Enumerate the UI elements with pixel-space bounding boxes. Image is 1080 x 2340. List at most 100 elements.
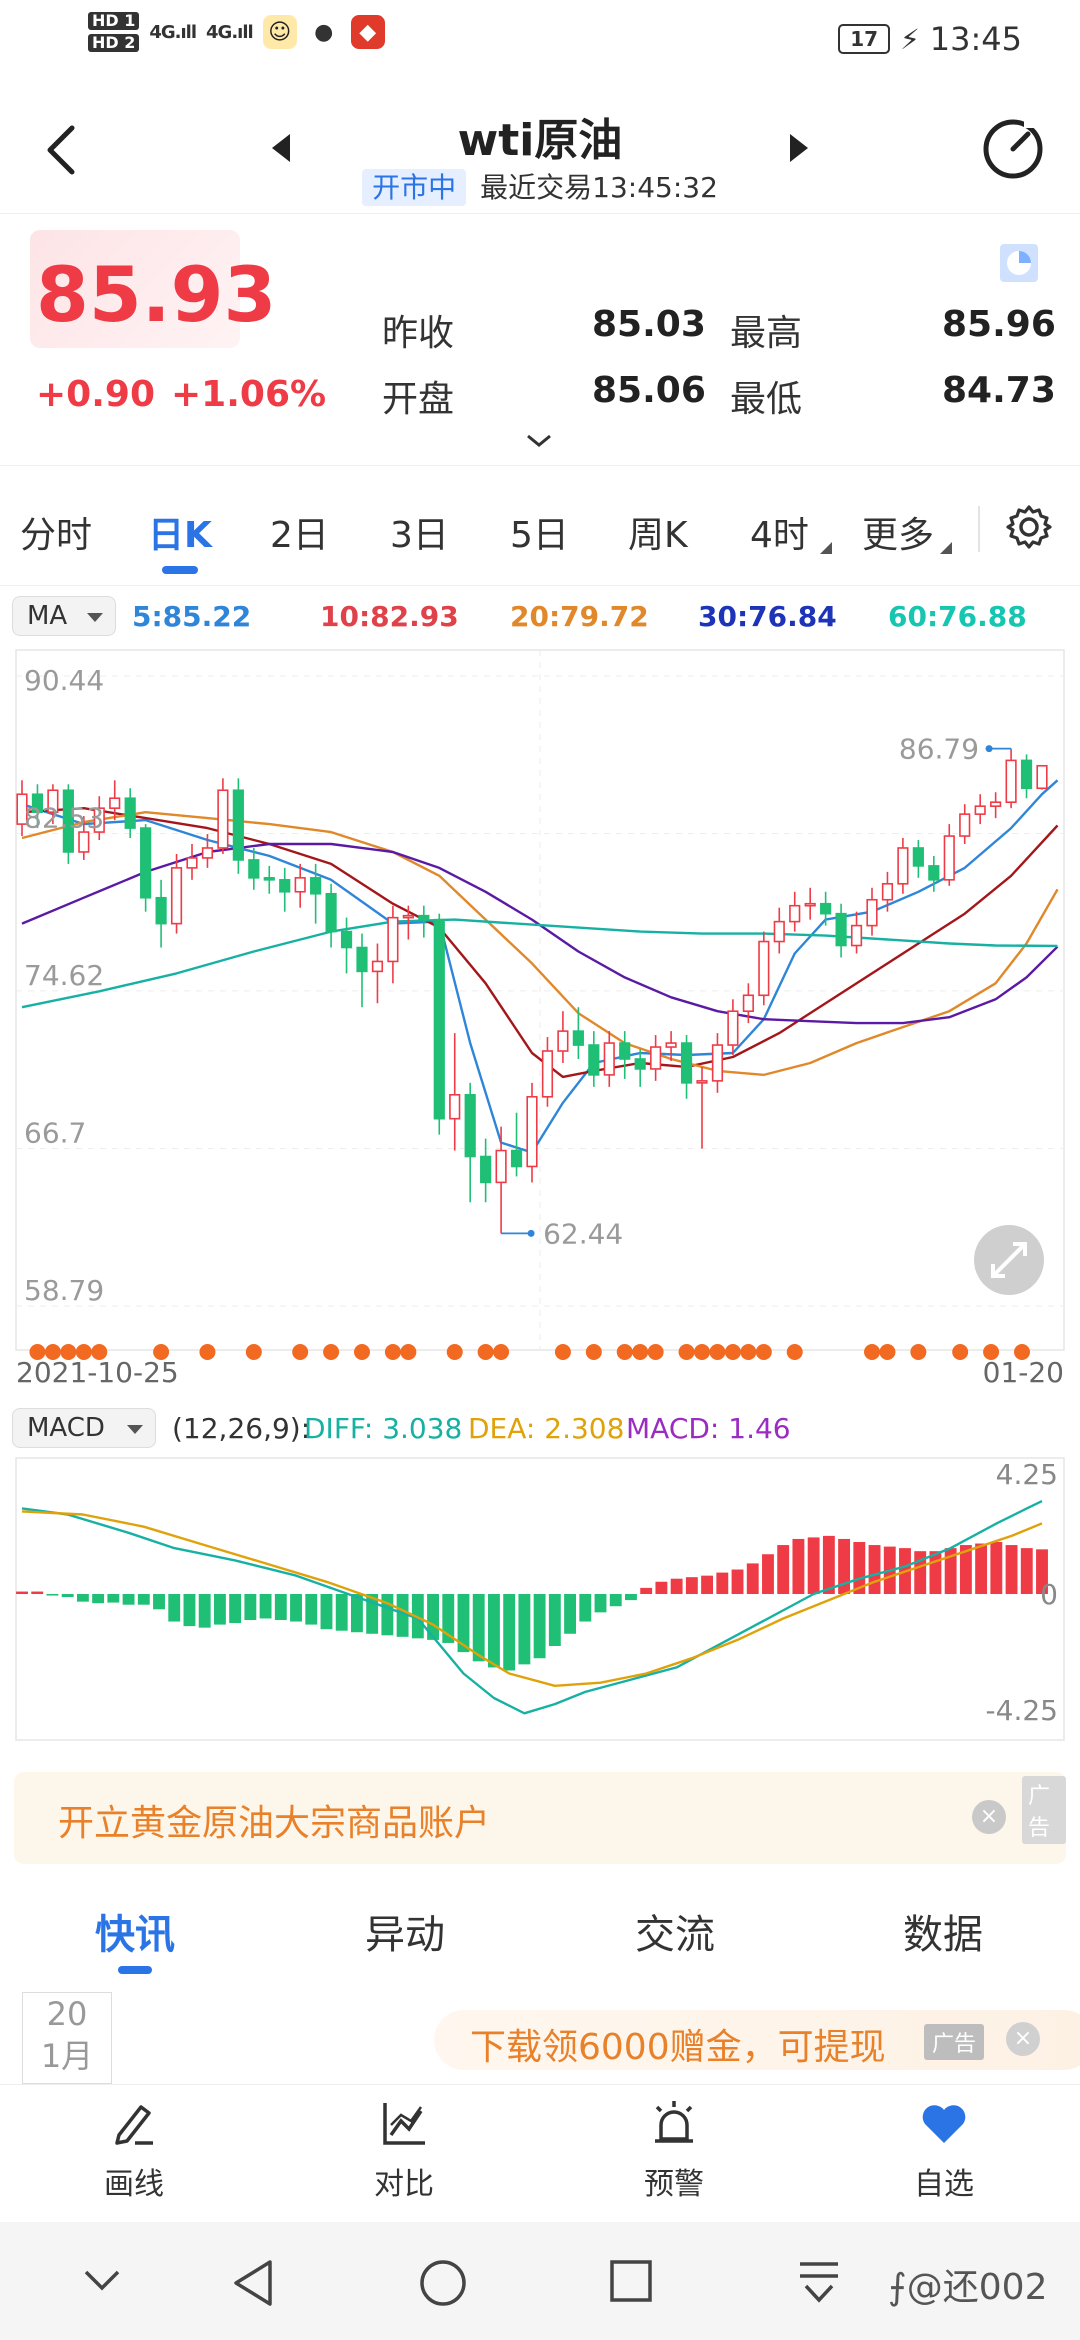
candle-body xyxy=(541,1050,554,1098)
notification-pull-icon[interactable] xyxy=(796,2258,842,2308)
macd-histogram-bar xyxy=(548,1594,561,1646)
event-marker[interactable] xyxy=(477,1344,494,1360)
macd-y-tick-label: 4.25 xyxy=(996,1458,1058,1491)
nav-home-icon[interactable] xyxy=(418,2258,468,2308)
macd-frame xyxy=(15,1457,1065,1741)
tab-4hour-dropdown-icon xyxy=(820,542,832,554)
promo-text[interactable]: 下载领6000赠金，可提现 xyxy=(470,2027,886,2068)
tab-weekly-k[interactable]: 周K xyxy=(628,515,688,556)
candle-body xyxy=(912,847,924,867)
tab-discussion[interactable]: 交流 xyxy=(635,1912,715,1958)
tab-2day[interactable]: 2日 xyxy=(270,515,329,556)
tab-flash-news[interactable]: 快讯 xyxy=(95,1912,175,1958)
event-marker[interactable] xyxy=(245,1344,262,1360)
event-marker[interactable] xyxy=(755,1344,772,1360)
event-marker[interactable] xyxy=(740,1344,757,1360)
tab-daily-k[interactable]: 日K xyxy=(148,515,212,556)
status-bar: HD 1 HD 2 4G.ıll 4G.ıll ☺ ● ◆ 17 ⚡ 13:45 xyxy=(0,0,1080,84)
high-value: 85.96 xyxy=(942,304,1056,345)
macd-histogram-bar xyxy=(122,1594,135,1605)
event-marker[interactable] xyxy=(616,1344,633,1360)
expand-details-icon[interactable] xyxy=(526,432,552,450)
event-marker[interactable] xyxy=(786,1344,803,1360)
pie-chart-icon[interactable] xyxy=(1000,244,1038,282)
macd-histogram-bar xyxy=(716,1572,729,1594)
candle-body xyxy=(510,1149,523,1168)
ma-indicator-select[interactable]: MA xyxy=(12,596,116,636)
prev-instrument-button[interactable] xyxy=(268,130,292,166)
candle xyxy=(680,1035,693,1099)
candle xyxy=(897,838,909,894)
promo-close-icon[interactable]: × xyxy=(1006,2022,1040,2056)
macd-params: (12,26,9): xyxy=(172,1412,311,1445)
candle xyxy=(835,903,847,958)
refresh-icon[interactable] xyxy=(978,114,1048,184)
event-marker[interactable] xyxy=(585,1344,602,1360)
macd-indicator-select[interactable]: macd xyxy=(12,1408,156,1448)
event-marker[interactable] xyxy=(694,1344,710,1360)
event-marker[interactable] xyxy=(647,1344,664,1360)
candle-body xyxy=(279,879,291,893)
ad-close-icon[interactable]: × xyxy=(972,1800,1006,1834)
next-instrument-button[interactable] xyxy=(788,130,812,166)
tab-5day[interactable]: 5日 xyxy=(510,515,569,556)
tab-4hour[interactable]: 4时 xyxy=(750,515,809,556)
kline-chart[interactable]: 90.44 82.53 74.62 66.7 58.79 2021-10-25 01-20 8… xyxy=(0,646,1080,1396)
tab-3day[interactable]: 3日 xyxy=(390,515,449,556)
trade-status: 开市中 最近交易13:45:32 xyxy=(0,166,1080,206)
event-marker[interactable] xyxy=(952,1344,969,1360)
event-marker[interactable] xyxy=(91,1344,108,1360)
event-marker[interactable] xyxy=(75,1344,92,1360)
candle xyxy=(170,853,183,934)
alert-button[interactable]: 预警 xyxy=(594,2099,754,2203)
back-button[interactable] xyxy=(42,120,82,180)
macd-histogram-bar xyxy=(655,1581,668,1594)
tab-more[interactable]: 更多 xyxy=(862,515,935,556)
event-marker[interactable] xyxy=(493,1344,510,1360)
tab-movements[interactable]: 异动 xyxy=(365,1912,445,1958)
macd-histogram-bar xyxy=(731,1569,744,1594)
watchlist-button[interactable]: 自选 xyxy=(864,2099,1024,2203)
hide-keyboard-icon[interactable] xyxy=(80,2258,124,2302)
event-marker[interactable] xyxy=(632,1344,649,1360)
event-marker[interactable] xyxy=(983,1344,1000,1360)
ad-tag: 广告 xyxy=(1022,1776,1066,1844)
gear-icon[interactable] xyxy=(1006,504,1052,550)
last-price: 85.93 xyxy=(36,250,277,339)
tab-data[interactable]: 数据 xyxy=(903,1912,983,1958)
macd-chart[interactable]: 4.25 0 -4.25 xyxy=(0,1454,1080,1744)
event-marker[interactable] xyxy=(354,1344,370,1360)
event-marker[interactable] xyxy=(554,1344,571,1360)
event-marker[interactable] xyxy=(910,1344,927,1360)
event-marker[interactable] xyxy=(446,1344,463,1360)
event-marker[interactable] xyxy=(44,1344,61,1360)
event-marker[interactable] xyxy=(153,1344,170,1360)
ad-banner-text[interactable]: 开立黄金原油大宗商品账户 xyxy=(58,1803,491,1844)
nav-back-icon[interactable] xyxy=(230,2258,276,2308)
ad-banner[interactable]: 开立黄金原油大宗商品账户 × 广告 xyxy=(14,1772,1066,1864)
event-marker[interactable] xyxy=(384,1344,401,1360)
tab-intraday[interactable]: 分时 xyxy=(20,515,93,556)
nav-recents-icon[interactable] xyxy=(608,2258,654,2304)
event-marker[interactable] xyxy=(400,1344,417,1360)
candle xyxy=(804,887,816,920)
event-marker[interactable] xyxy=(678,1344,695,1360)
compare-button[interactable]: 对比 xyxy=(324,2099,484,2203)
draw-line-button[interactable]: 画线 xyxy=(54,2099,214,2203)
event-marker[interactable] xyxy=(29,1344,46,1360)
event-marker[interactable] xyxy=(864,1344,880,1360)
macd-histogram-bar xyxy=(107,1594,120,1603)
event-marker[interactable] xyxy=(60,1344,77,1360)
event-marker[interactable] xyxy=(1014,1344,1030,1360)
event-marker[interactable] xyxy=(724,1344,741,1360)
event-marker[interactable] xyxy=(323,1344,340,1360)
promo-banner[interactable]: 下载领6000赠金，可提现 广告 × xyxy=(434,2010,1080,2070)
candle xyxy=(758,931,770,1006)
event-marker[interactable] xyxy=(199,1344,216,1360)
event-marker[interactable] xyxy=(879,1344,896,1360)
event-marker[interactable] xyxy=(709,1344,726,1360)
event-marker[interactable] xyxy=(292,1344,309,1360)
candle xyxy=(711,1033,724,1093)
fullscreen-button[interactable] xyxy=(974,1225,1044,1295)
candle xyxy=(340,917,353,974)
